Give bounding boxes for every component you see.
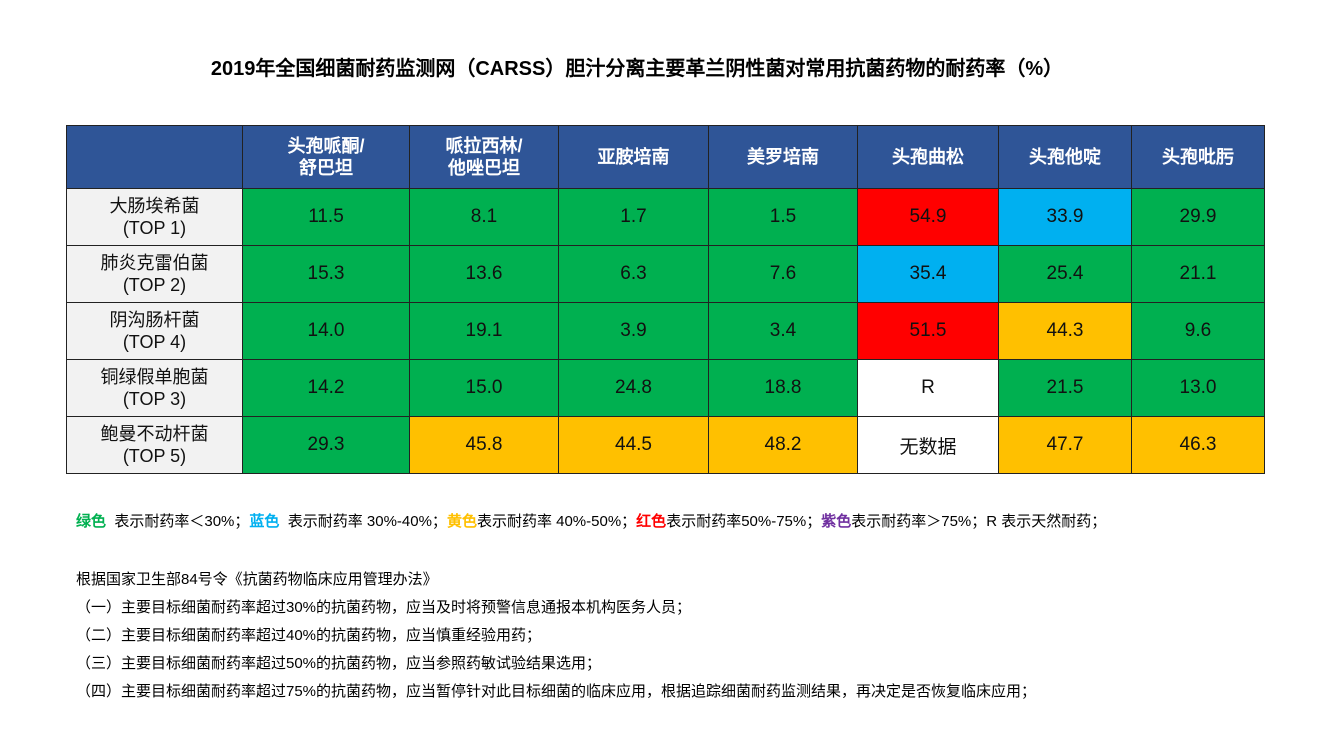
rate-cell: 44.5 (558, 416, 709, 474)
rate-cell: 46.3 (1131, 416, 1265, 474)
rate-cell: 18.8 (708, 359, 858, 417)
rate-cell: 15.0 (409, 359, 559, 417)
note-item: （三）主要目标细菌耐药率超过50%的抗菌药物，应当参照药敏试验结果选用； (76, 655, 602, 672)
column-header: 头孢哌酮/ 舒巴坦 (242, 125, 410, 189)
rate-cell: 44.3 (998, 302, 1132, 360)
rate-cell: 3.9 (558, 302, 709, 360)
rate-cell: 54.9 (857, 188, 999, 246)
legend-term: 红色 (636, 513, 667, 530)
column-header: 头孢吡肟 (1131, 125, 1265, 189)
resistance-table: 头孢哌酮/ 舒巴坦 哌拉西林/ 他唑巴坦 亚胺培南 美罗培南 头孢曲松 头孢他啶 头孢吡肟 … (66, 125, 1265, 474)
column-header: 美罗培南 (708, 125, 858, 189)
row-header: 阴沟肠杆菌 (TOP 4) (66, 302, 243, 360)
organism-rank: (TOP 3) (122, 389, 187, 409)
rate-cell: 无数据 (857, 416, 999, 474)
table-row: 铜绿假单胞菌 (TOP 3) 14.2 15.0 24.8 18.8 R 21.5 13.0 (66, 359, 1265, 417)
organism-name: 铜绿假单胞菌 (100, 367, 209, 387)
rate-cell: 45.8 (409, 416, 559, 474)
legend-term: 黄色 (446, 513, 477, 530)
rate-cell: 48.2 (708, 416, 858, 474)
note-item: （四）主要目标细菌耐药率超过75%的抗菌药物，应当暂停针对此目标细菌的临床应用，… (76, 683, 1037, 700)
rate-cell: 1.7 (558, 188, 709, 246)
organism-name: 阴沟肠杆菌 (109, 310, 200, 330)
rate-cell: 51.5 (857, 302, 999, 360)
rate-cell: 8.1 (409, 188, 559, 246)
notes: 根据国家卫生部84号令《抗菌药物临床应用管理办法》 （一）主要目标细菌耐药率超过… (76, 566, 1036, 706)
rate-cell: R (857, 359, 999, 417)
column-header: 头孢曲松 (857, 125, 999, 189)
column-header: 头孢他啶 (998, 125, 1132, 189)
rate-cell: 24.8 (558, 359, 709, 417)
rate-cell: 13.0 (1131, 359, 1265, 417)
table-row: 肺炎克雷伯菌 (TOP 2) 15.3 13.6 6.3 7.6 35.4 25.4 21.1 (66, 245, 1265, 303)
rate-cell: 25.4 (998, 245, 1132, 303)
legend-term: 绿色 (76, 513, 107, 530)
legend-text: 表示耐药率50%-75%； (666, 513, 822, 530)
legend-text: 表示耐药率＜30%； (106, 513, 250, 530)
legend: 绿色 表示耐药率＜30%；蓝色 表示耐药率 30%-40%；黄色表示耐药率 40… (76, 510, 1106, 531)
rate-cell: 14.2 (242, 359, 410, 417)
organism-rank: (TOP 4) (122, 332, 187, 352)
rate-cell: 33.9 (998, 188, 1132, 246)
rate-cell: 15.3 (242, 245, 410, 303)
legend-text: 表示耐药率 30%-40%； (279, 513, 447, 530)
legend-text: 表示耐药率 40%-50%； (476, 513, 637, 530)
rate-cell: 29.9 (1131, 188, 1265, 246)
rate-cell: 11.5 (242, 188, 410, 246)
rate-cell: 1.5 (708, 188, 858, 246)
legend-text: R 表示天然耐药； (986, 513, 1107, 530)
table-row: 阴沟肠杆菌 (TOP 4) 14.0 19.1 3.9 3.4 51.5 44.3 9.6 (66, 302, 1265, 360)
column-header: 哌拉西林/ 他唑巴坦 (409, 125, 559, 189)
organism-rank: (TOP 5) (122, 446, 187, 466)
legend-term: 蓝色 (249, 513, 280, 530)
organism-rank: (TOP 1) (122, 218, 187, 238)
rate-cell: 21.5 (998, 359, 1132, 417)
note-item: （一）主要目标细菌耐药率超过30%的抗菌药物，应当及时将预警信息通报本机构医务人… (76, 599, 692, 616)
rate-cell: 14.0 (242, 302, 410, 360)
column-header: 亚胺培南 (558, 125, 709, 189)
rate-cell: 13.6 (409, 245, 559, 303)
legend-text: 表示耐药率＞75%； (851, 513, 987, 530)
table-row: 大肠埃希菌 (TOP 1) 11.5 8.1 1.7 1.5 54.9 33.9 29.9 (66, 188, 1265, 246)
corner-cell (66, 125, 243, 189)
organism-name: 鲍曼不动杆菌 (100, 424, 209, 444)
row-header: 大肠埃希菌 (TOP 1) (66, 188, 243, 246)
header-row: 头孢哌酮/ 舒巴坦 哌拉西林/ 他唑巴坦 亚胺培南 美罗培南 头孢曲松 头孢他啶 头孢吡肟 (66, 125, 1265, 189)
organism-name: 肺炎克雷伯菌 (100, 253, 209, 273)
title: 2019年全国细菌耐药监测网（CARSS）胆汁分离主要革兰阴性菌对常用抗菌药物的… (210, 58, 1064, 80)
legend-term: 紫色 (821, 513, 852, 530)
rate-cell: 6.3 (558, 245, 709, 303)
rate-cell: 35.4 (857, 245, 999, 303)
organism-name: 大肠埃希菌 (109, 196, 200, 216)
rate-cell: 7.6 (708, 245, 858, 303)
table-row: 鲍曼不动杆菌 (TOP 5) 29.3 45.8 44.5 48.2 无数据 47.7 46.3 (66, 416, 1265, 474)
rate-cell: 29.3 (242, 416, 410, 474)
organism-rank: (TOP 2) (122, 275, 187, 295)
rate-cell: 3.4 (708, 302, 858, 360)
notes-title: 根据国家卫生部84号令《抗菌药物临床应用管理办法》 (76, 571, 438, 588)
row-header: 铜绿假单胞菌 (TOP 3) (66, 359, 243, 417)
row-header: 鲍曼不动杆菌 (TOP 5) (66, 416, 243, 474)
rate-cell: 47.7 (998, 416, 1132, 474)
rate-cell: 19.1 (409, 302, 559, 360)
note-item: （二）主要目标细菌耐药率超过40%的抗菌药物，应当慎重经验用药； (76, 627, 542, 644)
row-header: 肺炎克雷伯菌 (TOP 2) (66, 245, 243, 303)
rate-cell: 9.6 (1131, 302, 1265, 360)
rate-cell: 21.1 (1131, 245, 1265, 303)
